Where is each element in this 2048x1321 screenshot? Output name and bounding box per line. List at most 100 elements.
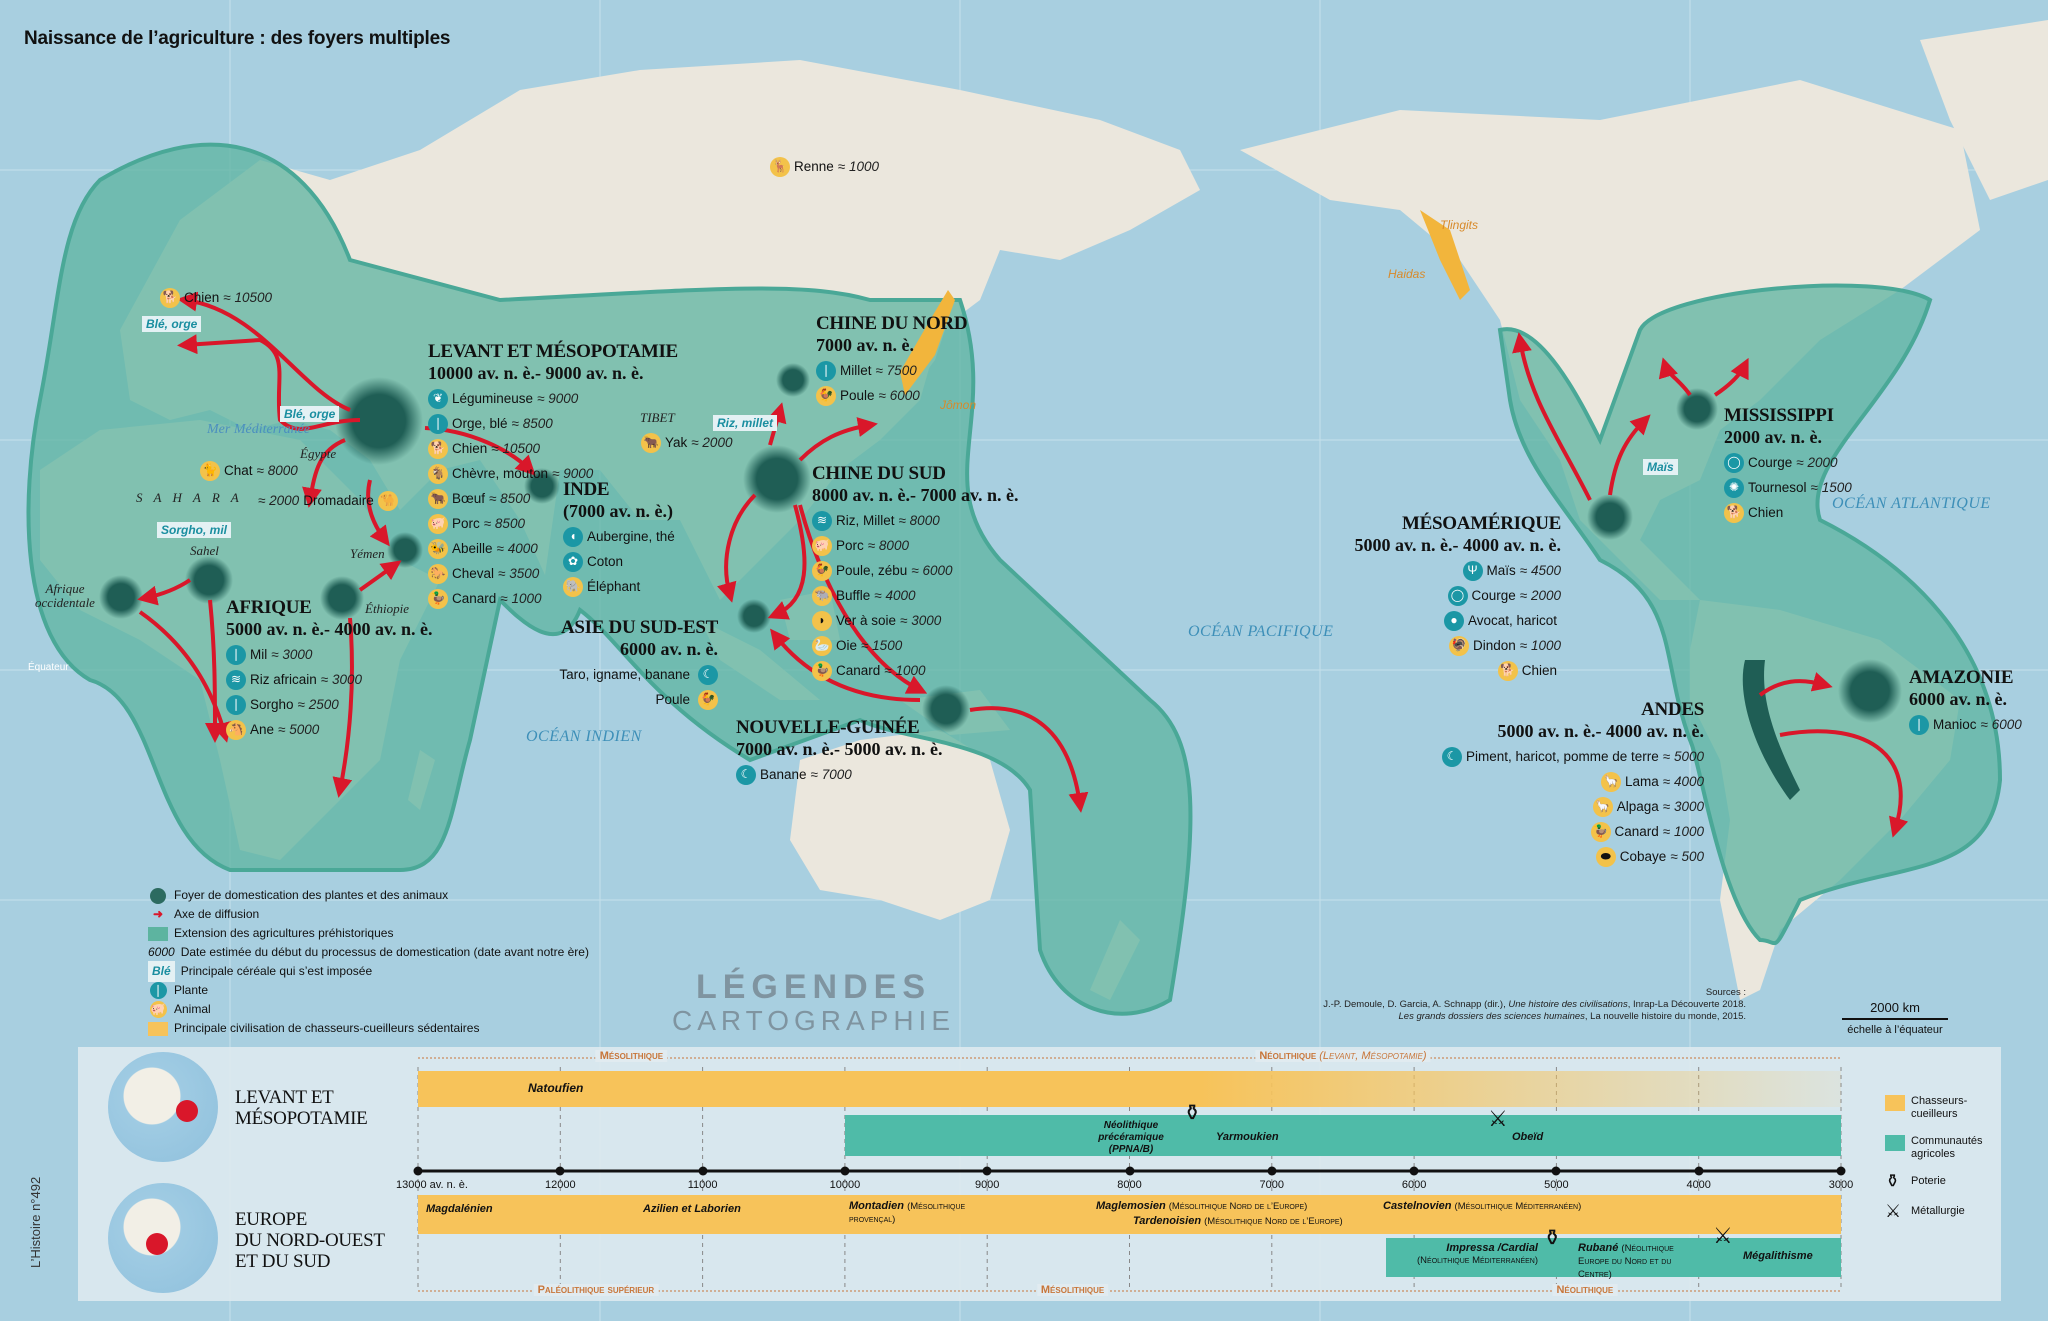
list-item: Poule 🐓: [559, 687, 718, 712]
region-mesoamerique: MÉSOAMÉRIQUE 5000 av. n. è.- 4000 av. n. …: [1354, 514, 1561, 683]
list-item: 🐖 Porc ≈ 8500: [428, 511, 678, 536]
silkworm-icon: ◗: [812, 610, 832, 631]
legend-text: Métallurgie: [1911, 1205, 1965, 1217]
foyer-afrique-occidentale: [99, 575, 143, 619]
region-title: MÉSOAMÉRIQUE: [1402, 513, 1561, 534]
tick-label: 12000: [545, 1179, 576, 1191]
hunter-jomon: Jômon: [940, 398, 977, 412]
date-sample: 6000: [148, 945, 175, 959]
timeline-note-montadien: Montadien (Mésolithique provençal): [849, 1200, 966, 1225]
tick-dot: [840, 1166, 850, 1176]
item-date: ≈ 3000: [320, 672, 362, 687]
item-date: ≈ 4000: [874, 588, 916, 603]
squash-icon: ◯: [1724, 452, 1744, 473]
foyer-chine-nord: [776, 363, 810, 397]
map-legend: Foyer de domestication des plantes et de…: [148, 886, 589, 1038]
legend-text: Foyer de domestication des plantes et de…: [174, 888, 449, 902]
list-item: 🐈 Chat ≈ 8000: [200, 458, 298, 483]
place-sahel: Sahel: [190, 543, 219, 558]
item-name: Taro, igname, banane: [559, 667, 690, 682]
region-title: MISSISSIPPI: [1724, 405, 1834, 426]
item-name: Maïs: [1486, 563, 1516, 578]
place-mediterranee: Mer Méditerranée: [207, 422, 311, 437]
tick-label: 10000: [829, 1179, 861, 1191]
item-date: ≈ 1000: [1662, 824, 1704, 839]
list-item: 🐓 Poule, zébu ≈ 6000: [812, 558, 1019, 583]
dog-icon: 🐕: [428, 438, 448, 459]
item-date: ≈ 3000: [1662, 799, 1704, 814]
item-date: ≈ 8500: [483, 516, 525, 531]
legend-text: Communautés agricoles: [1911, 1135, 1983, 1160]
item-name: Dromadaire: [303, 493, 374, 508]
globe-europe: [108, 1183, 218, 1293]
duck-icon: 🦆: [428, 588, 448, 609]
manioc-icon: ❘: [1909, 714, 1929, 735]
legend-text: Principale civilisation de chasseurs-cue…: [174, 1021, 480, 1035]
banana-icon: ☾: [698, 664, 718, 685]
legend-item-extension: Extension des agricultures préhistorique…: [148, 924, 589, 943]
item-name: Bœuf: [452, 491, 486, 506]
ox-icon: 🐂: [428, 488, 448, 509]
region-afrique: AFRIQUE 5000 av. n. è.- 4000 av. n. è. ❘ Mi…: [226, 598, 433, 742]
region-dates: 5000 av. n. è.- 4000 av. n. è.: [226, 619, 433, 639]
region-amazonie: AMAZONIE 6000 av. n. è. ❘ Manioc ≈ 6000: [1909, 668, 2022, 737]
timeline-note-impressa: Impressa /Cardial (Néolithique Méditerra…: [1417, 1242, 1538, 1266]
arrow-guinea-pacific: [969, 706, 1089, 813]
item-date: ≈ 6000: [878, 388, 920, 403]
item-date: ≈ 8000: [256, 463, 298, 478]
tick-dot: [1125, 1166, 1134, 1176]
item-name: Manioc: [1933, 717, 1977, 732]
northwest-coast-area: [1420, 210, 1470, 300]
foyer-sahel: [185, 556, 233, 604]
tick-label: 13000 av. n. è.: [396, 1179, 468, 1191]
list-item: 🐖 Porc ≈ 8000: [812, 533, 1019, 558]
metallurgy-icon: ⚔: [1885, 1201, 1902, 1221]
foyer-mississippi: [1676, 388, 1718, 430]
arrow-levant-europe-north: [177, 291, 351, 412]
metallurgy-icon: ⚔: [1488, 1106, 1508, 1131]
item-name: Lama: [1625, 774, 1659, 789]
list-item: 🐃 Buffle ≈ 4000: [812, 583, 1019, 608]
hunters-swatch: [1885, 1095, 1905, 1111]
item-date: ≈ 9000: [552, 466, 594, 481]
horse-icon: 🐎: [428, 563, 448, 584]
item-name: Chien: [184, 290, 220, 305]
list-item: ✺ Tournesol ≈ 1500: [1724, 475, 1852, 500]
list-item: Ψ Maïs ≈ 4500: [1354, 558, 1561, 583]
diffusion-arrows: [137, 291, 1909, 838]
list-item: ● Avocat, haricot: [1354, 608, 1561, 633]
item-name: Riz, Millet: [836, 513, 895, 528]
item-name: Yak: [665, 435, 688, 450]
legend-item-arrow: ➜ Axe de diffusion: [148, 905, 589, 924]
tick-dot: [1267, 1166, 1277, 1176]
cereal-levant: Blé, orge: [280, 406, 340, 422]
legend-item-cereal: Blé Principale céréale qui s’est imposée: [148, 961, 589, 982]
legend-item-plant: ❘ Plante: [148, 981, 589, 1000]
publisher-logo: LÉGENDES CARTOGRAPHIE: [672, 970, 955, 1038]
tick-label: 4000: [1686, 1179, 1711, 1191]
chicken-icon: 🐓: [816, 385, 836, 406]
item-date: ≈ 1500: [1810, 480, 1852, 495]
item-name: Courge: [1748, 455, 1793, 470]
item-name: Canard: [452, 591, 497, 606]
item-name: Chien: [1748, 505, 1784, 520]
arrow-sahel-south: [204, 599, 225, 743]
period-label: Paléolithique supérieur: [533, 1284, 659, 1296]
row-label-levant: LEVANT ET MÉSOPOTAMIE: [235, 1087, 368, 1129]
cereal-europe: Blé, orge: [142, 316, 202, 332]
list-item: 🦌 Renne ≈ 1000: [770, 154, 879, 179]
item-date: ≈ 2000: [1519, 588, 1561, 603]
arrow-guinea-se: [770, 628, 921, 702]
region-dates: 8000 av. n. è.- 7000 av. n. è.: [812, 485, 1019, 505]
timeline-legend-pottery: ⚱ Poterie: [1885, 1172, 1986, 1191]
list-item: ☾ Banane ≈ 7000: [736, 762, 943, 787]
item-name: Alpaga: [1616, 799, 1659, 814]
place-ethiopie: Éthiopie: [365, 601, 410, 616]
list-item: ❘ Orge, blé ≈ 8500: [428, 411, 678, 436]
item-name: Poule: [840, 388, 875, 403]
scale-distance: 2000 km: [1870, 1000, 1920, 1015]
legend-text: Axe de diffusion: [174, 907, 260, 921]
region-title: ANDES: [1641, 699, 1704, 720]
arrow-levant-europe-south: [177, 334, 361, 431]
item-name: Buffle: [836, 588, 871, 603]
